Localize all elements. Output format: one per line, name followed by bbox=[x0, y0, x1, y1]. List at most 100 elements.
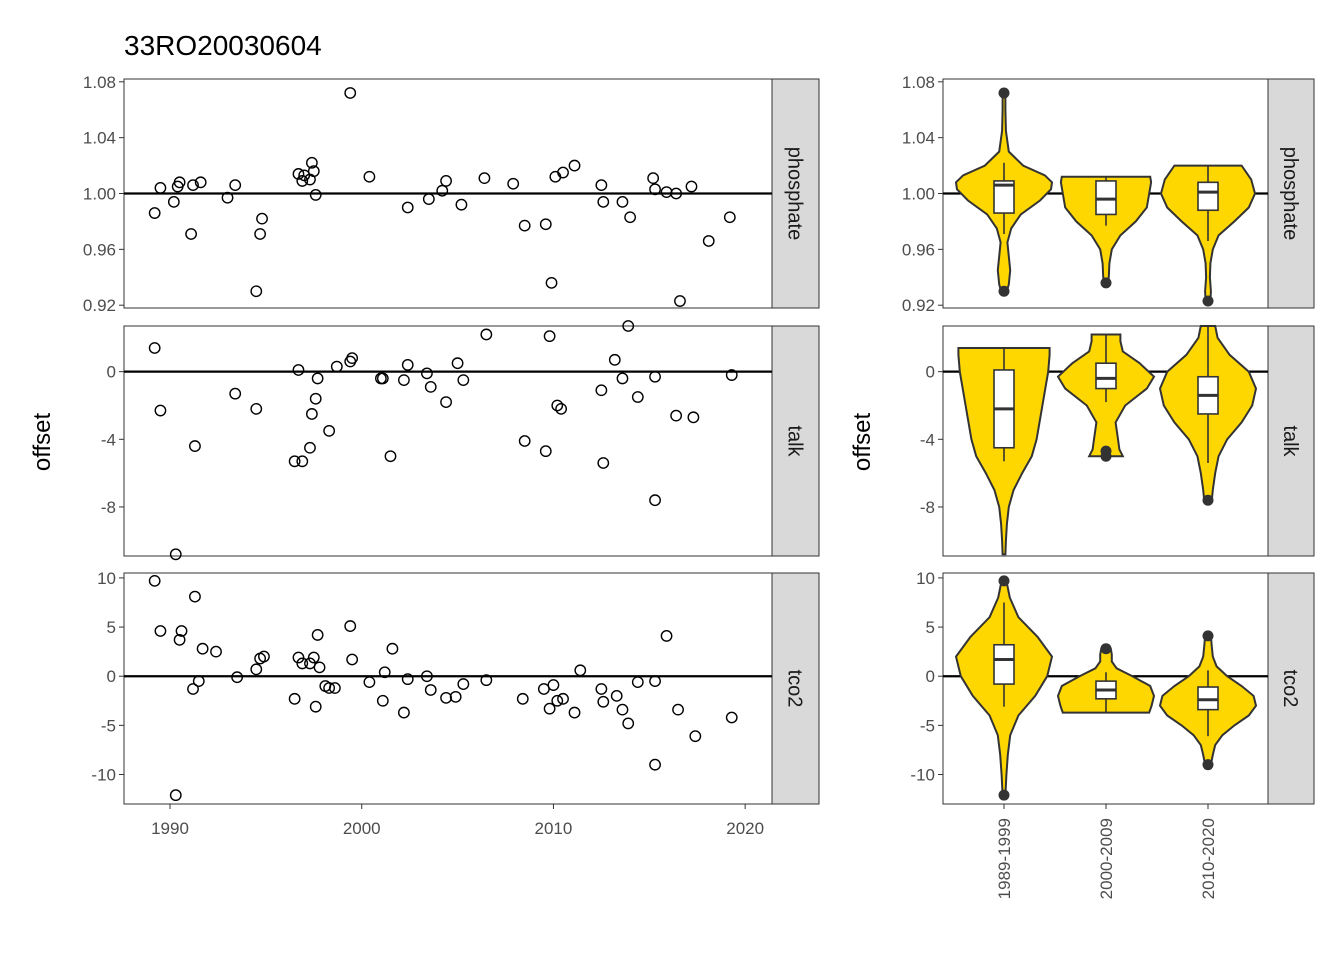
violin-ytick-label: 1.08 bbox=[902, 73, 935, 92]
data-point bbox=[631, 391, 644, 403]
data-point bbox=[196, 642, 209, 655]
data-point bbox=[229, 387, 242, 400]
right-y-axis-title: offset bbox=[849, 413, 876, 472]
violin-ytick-label: 5 bbox=[926, 618, 935, 637]
data-point bbox=[288, 455, 301, 468]
data-point bbox=[398, 374, 410, 387]
data-point bbox=[440, 691, 452, 704]
data-point bbox=[154, 182, 167, 194]
outlier-point bbox=[998, 789, 1010, 801]
data-point bbox=[384, 450, 397, 463]
data-point bbox=[344, 87, 357, 99]
data-point bbox=[622, 320, 635, 332]
data-point bbox=[597, 695, 610, 708]
violin-ytick-label: 0.96 bbox=[902, 240, 935, 259]
scatter-ytick-label: 0.96 bbox=[83, 240, 116, 259]
xtick-label: 2000 bbox=[343, 819, 381, 838]
data-point bbox=[616, 703, 629, 716]
violin-2000-2009 bbox=[1059, 175, 1153, 284]
data-point bbox=[608, 353, 621, 366]
data-point bbox=[309, 700, 322, 713]
violin-ytick-label: 0.92 bbox=[902, 296, 935, 315]
data-point bbox=[685, 180, 698, 193]
scatter-panel-talk bbox=[123, 325, 773, 557]
scatter-ytick-label: 5 bbox=[107, 618, 116, 637]
data-point bbox=[231, 671, 244, 684]
data-point bbox=[595, 384, 608, 397]
group-label-1989-1999: 1989-1999 bbox=[995, 818, 1014, 899]
data-point bbox=[539, 218, 552, 231]
data-point bbox=[304, 441, 316, 454]
data-point bbox=[597, 195, 610, 208]
data-point bbox=[631, 676, 644, 689]
box-iqr bbox=[993, 180, 1015, 214]
data-point bbox=[254, 228, 267, 240]
scatter-ytick-label: 1.04 bbox=[83, 129, 116, 148]
data-point bbox=[323, 424, 336, 437]
group-label-2010-2020: 2010-2020 bbox=[1199, 818, 1218, 899]
outlier-point bbox=[998, 285, 1010, 297]
scatter-ytick-label: -4 bbox=[101, 430, 116, 449]
data-point bbox=[555, 402, 568, 415]
chart-title: 33RO20030604 bbox=[124, 30, 322, 61]
data-point bbox=[305, 156, 318, 169]
data-point bbox=[616, 372, 629, 385]
xtick-label: 1990 bbox=[151, 819, 189, 838]
data-point bbox=[647, 172, 660, 185]
xtick-label: 2010 bbox=[535, 819, 573, 838]
data-point bbox=[346, 653, 359, 666]
data-point bbox=[187, 179, 199, 192]
outlier-point bbox=[998, 87, 1010, 99]
data-point bbox=[480, 328, 493, 341]
data-point bbox=[674, 295, 686, 307]
violin-ytick-label: -5 bbox=[920, 716, 935, 735]
data-point bbox=[292, 651, 305, 664]
box-iqr bbox=[993, 643, 1015, 685]
data-point bbox=[421, 367, 433, 380]
data-point bbox=[194, 176, 207, 189]
violin-ytick-label: 0 bbox=[926, 363, 935, 382]
data-point bbox=[258, 650, 270, 663]
data-point bbox=[689, 730, 702, 743]
data-point bbox=[296, 657, 309, 670]
outlier-point bbox=[1202, 295, 1214, 307]
violin-strip-talk bbox=[1267, 325, 1315, 557]
data-point bbox=[616, 195, 629, 208]
data-point bbox=[288, 692, 301, 705]
data-point bbox=[154, 404, 167, 417]
data-point bbox=[723, 211, 736, 224]
data-point bbox=[189, 590, 201, 603]
data-point bbox=[543, 702, 556, 715]
data-point bbox=[250, 285, 263, 298]
data-point bbox=[229, 179, 242, 192]
data-point bbox=[296, 175, 309, 187]
data-point bbox=[378, 666, 391, 679]
data-point bbox=[376, 372, 389, 385]
scatter-strip-label-phosphate: phosphate bbox=[784, 147, 806, 240]
data-point bbox=[398, 706, 410, 719]
data-point bbox=[250, 663, 263, 676]
data-point bbox=[323, 682, 336, 694]
box-iqr bbox=[1197, 181, 1219, 212]
data-point bbox=[551, 399, 564, 412]
data-point bbox=[518, 435, 531, 447]
data-point bbox=[187, 683, 199, 695]
data-point bbox=[421, 670, 433, 683]
data-point bbox=[440, 396, 452, 409]
data-point bbox=[311, 372, 324, 385]
data-point bbox=[539, 445, 552, 458]
data-point bbox=[574, 664, 587, 677]
data-point bbox=[725, 711, 738, 724]
data-point bbox=[250, 402, 263, 415]
data-point bbox=[451, 357, 464, 370]
data-point bbox=[313, 661, 326, 674]
data-point bbox=[154, 625, 167, 637]
outlier-point bbox=[1202, 759, 1214, 771]
data-point bbox=[622, 717, 635, 730]
data-point bbox=[346, 352, 359, 365]
data-point bbox=[702, 235, 715, 247]
data-point bbox=[624, 211, 637, 224]
data-point bbox=[597, 457, 610, 469]
data-point bbox=[296, 455, 309, 468]
